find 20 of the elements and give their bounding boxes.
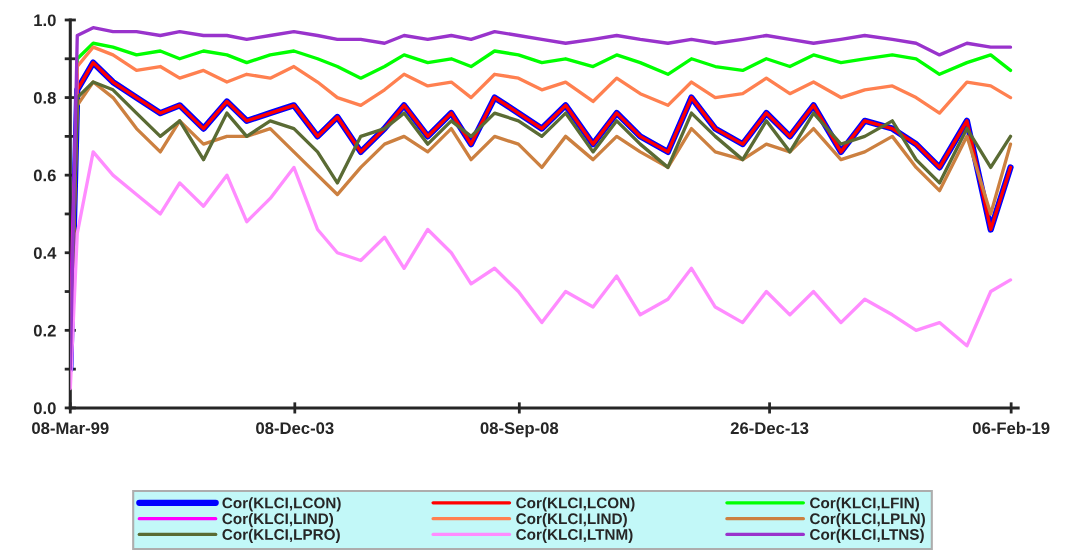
legend-label: Cor(KLCI,LTNM) (516, 528, 633, 543)
x-tick-label: 08-Sep-08 (480, 422, 559, 438)
y-tick-label: 0.8 (33, 91, 56, 104)
legend-label: Cor(KLCI,LFIN) (810, 497, 919, 512)
x-tick-label: 08-Dec-03 (256, 422, 334, 435)
y-tick-label: 0.0 (33, 402, 56, 415)
legend-label: Cor(KLCI,LCON) (516, 497, 635, 512)
y-tick-label: 0.4 (33, 247, 57, 259)
x-tick-label: 26-Dec-13 (730, 422, 809, 435)
legend-label: Cor(KLCI,LIND) (222, 512, 334, 528)
legend-label: Cor(KLCI,LCON) (222, 497, 341, 512)
y-tick-label: 1.0 (34, 14, 56, 27)
legend-label: Cor(KLCI,LIND) (516, 512, 627, 528)
x-tick-label: 06-Feb-19 (972, 421, 1050, 435)
x-tick-label: 08-Mar-99 (32, 422, 109, 435)
y-tick-label: 0.6 (33, 169, 56, 182)
y-tick-label: 0.2 (33, 324, 56, 337)
legend-label: Cor(KLCI,LPLN) (810, 512, 925, 528)
legend-label: Cor(KLCI,LPRO) (222, 528, 340, 543)
legend-label: Cor(KLCI,LTNS) (810, 528, 924, 543)
